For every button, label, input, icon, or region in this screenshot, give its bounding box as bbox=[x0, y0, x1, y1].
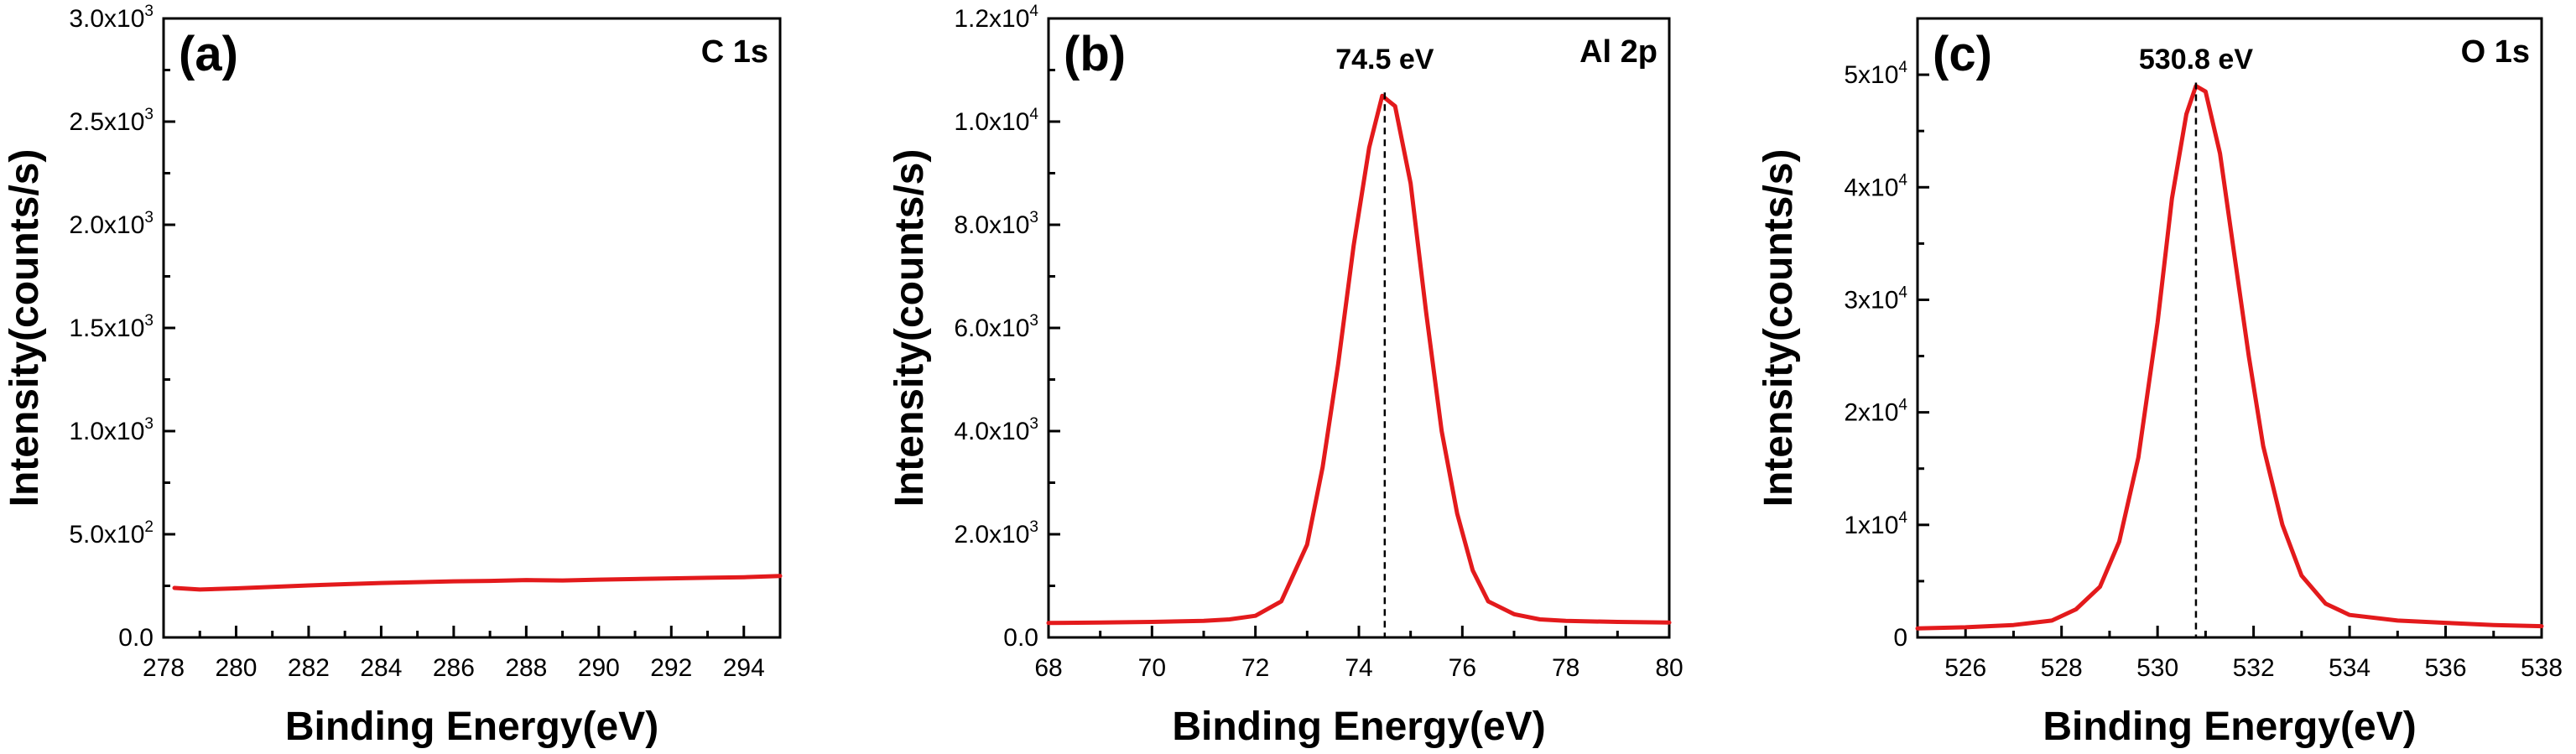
x-tick-label: 282 bbox=[288, 654, 330, 682]
x-tick-label: 284 bbox=[360, 654, 402, 682]
x-tick-label: 294 bbox=[723, 654, 765, 682]
x-tick-label: 78 bbox=[1552, 654, 1579, 682]
x-tick-label: 288 bbox=[505, 654, 547, 682]
panel-title: O 1s bbox=[2461, 34, 2530, 70]
y-tick-label: 2.5x103 bbox=[69, 106, 154, 136]
x-tick-label: 290 bbox=[578, 654, 620, 682]
y-tick-label: 1.0x103 bbox=[69, 415, 154, 445]
y-tick-label: 1.2x104 bbox=[954, 3, 1038, 33]
x-tick-label: 536 bbox=[2425, 654, 2467, 682]
y-axis-label: Intensity(counts/s) bbox=[887, 149, 932, 507]
x-tick-label: 278 bbox=[143, 654, 185, 682]
plot-frame bbox=[162, 17, 782, 639]
panel-letter: (b) bbox=[1064, 27, 1126, 81]
x-tick-label: 70 bbox=[1138, 654, 1166, 682]
spectrum-line bbox=[1915, 84, 2544, 631]
x-tick-label: 74 bbox=[1345, 654, 1372, 682]
y-tick-label: 2.0x103 bbox=[954, 518, 1038, 549]
y-tick-label: 5x104 bbox=[1844, 59, 1907, 89]
panel-letter: (c) bbox=[1933, 27, 1992, 81]
plot-frame bbox=[1047, 17, 1671, 639]
y-tick-label: 1.5x103 bbox=[69, 312, 154, 342]
panel-1: 278 280 282 284 286 288 290 292 294 0.0 5.0x102 1.0… bbox=[3, 3, 783, 749]
y-tick-label: 0.0 bbox=[118, 624, 154, 652]
panel-letter: (a) bbox=[179, 27, 238, 81]
y-tick-label: 2.0x103 bbox=[69, 209, 154, 239]
y-tick-label: 8.0x103 bbox=[954, 209, 1038, 239]
y-tick-label: 6.0x103 bbox=[954, 312, 1038, 342]
panel-3: 526 528 530 532 534 536 538 0 1x104 2x104 3x104 4x1… bbox=[1756, 17, 2563, 749]
x-tick-label: 532 bbox=[2233, 654, 2275, 682]
x-axis-label: Binding Energy(eV) bbox=[285, 705, 658, 749]
y-tick-label: 0.0 bbox=[1003, 624, 1038, 652]
peak-label: 530.8 eV bbox=[2139, 44, 2253, 75]
y-tick-label: 0 bbox=[1893, 624, 1907, 652]
y-axis-label: Intensity(counts/s) bbox=[1756, 149, 1801, 507]
y-tick-label: 3x104 bbox=[1844, 283, 1907, 314]
panel-title: Al 2p bbox=[1579, 34, 1657, 70]
x-tick-label: 280 bbox=[215, 654, 257, 682]
x-tick-label: 68 bbox=[1034, 654, 1062, 682]
x-axis-label: Binding Energy(eV) bbox=[1172, 705, 1545, 749]
y-tick-label: 4.0x103 bbox=[954, 415, 1038, 445]
x-tick-label: 286 bbox=[433, 654, 475, 682]
plot-frame bbox=[1916, 17, 2543, 639]
peak-label: 74.5 eV bbox=[1335, 44, 1434, 75]
x-tick-label: 76 bbox=[1449, 654, 1476, 682]
panel-title: C 1s bbox=[701, 34, 768, 70]
x-tick-label: 80 bbox=[1655, 654, 1683, 682]
x-tick-label: 534 bbox=[2329, 654, 2370, 682]
x-tick-label: 528 bbox=[2041, 654, 2083, 682]
x-tick-label: 72 bbox=[1241, 654, 1269, 682]
y-tick-label: 4x104 bbox=[1844, 171, 1907, 201]
panel-2: 68 70 72 74 76 78 80 0.0 2.0x103 4.0x103 6.0x103 8.… bbox=[887, 3, 1684, 749]
y-tick-label: 1.0x104 bbox=[954, 106, 1038, 136]
x-tick-label: 526 bbox=[1944, 654, 1986, 682]
x-tick-label: 530 bbox=[2136, 654, 2178, 682]
spectrum-line bbox=[1046, 93, 1672, 626]
x-tick-label: 538 bbox=[2521, 654, 2563, 682]
y-axis-label: Intensity(counts/s) bbox=[3, 149, 47, 507]
y-tick-label: 1x104 bbox=[1844, 509, 1907, 539]
x-axis-label: Binding Energy(eV) bbox=[2043, 705, 2416, 749]
y-tick-label: 2x104 bbox=[1844, 397, 1907, 427]
y-tick-label: 3.0x103 bbox=[69, 3, 154, 33]
spectrum-line bbox=[172, 574, 783, 592]
y-tick-label: 5.0x102 bbox=[69, 518, 154, 549]
x-tick-label: 292 bbox=[650, 654, 692, 682]
